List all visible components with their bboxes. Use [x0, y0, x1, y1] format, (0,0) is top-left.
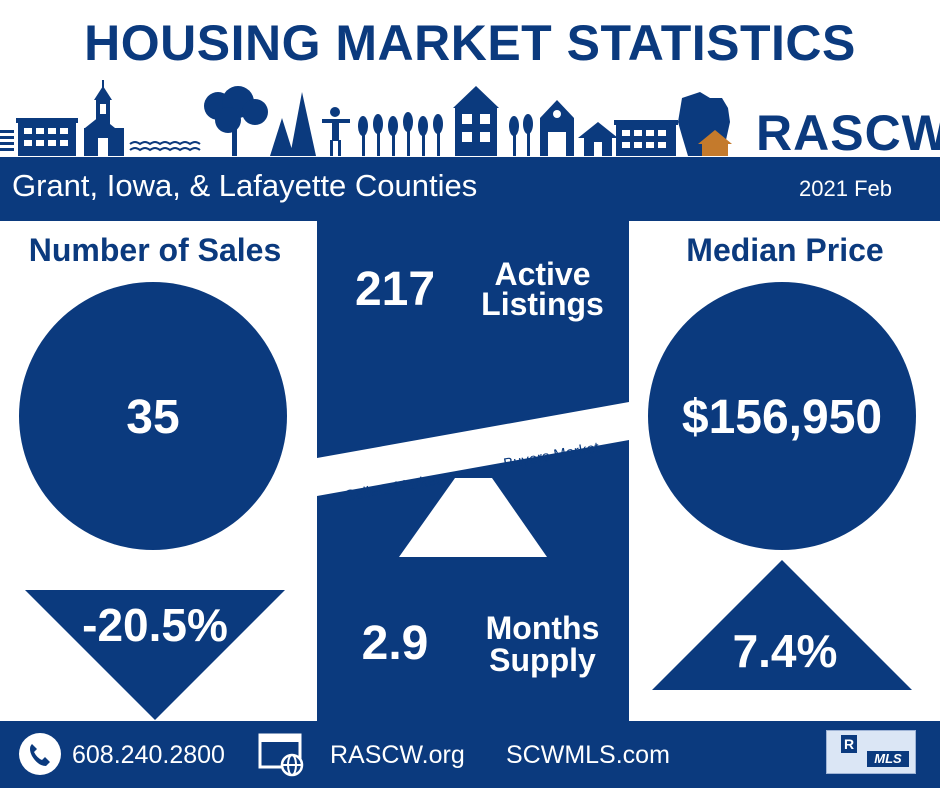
mls-badge-text: MLS — [867, 751, 909, 767]
market-balance-scale: 0-5 Months Sellers Market 7+ Months Buye… — [317, 402, 629, 557]
price-change: 7.4% — [732, 625, 838, 677]
footer-bar — [0, 721, 940, 788]
website-icon — [258, 733, 304, 777]
months-supply-value: 2.9 — [361, 617, 429, 670]
scale-fulcrum — [399, 478, 547, 557]
brand-logo: RASCW — [756, 105, 940, 161]
price-circle — [648, 282, 916, 550]
header-band — [0, 157, 940, 221]
realtor-r-icon: R — [841, 735, 857, 753]
sales-graphics — [19, 282, 287, 720]
period-label: 2021 Feb — [799, 176, 892, 201]
scale-beam — [317, 402, 629, 496]
town-skyline-illustration — [0, 80, 732, 156]
sales-heading: Number of Sales — [28, 232, 282, 268]
active-listings-label-1: Active — [494, 256, 591, 292]
website-rascw-link[interactable]: RASCW.org — [330, 741, 465, 769]
price-graphics — [648, 282, 916, 690]
price-change-up-arrow-icon — [652, 560, 912, 690]
active-listings-value: 217 — [354, 263, 436, 316]
phone-icon — [19, 733, 61, 775]
sales-value: 35 — [126, 391, 180, 444]
active-listings-label-2: Listings — [481, 286, 604, 322]
mls-logo: R MLS — [826, 730, 916, 774]
sales-change-down-arrow-icon — [25, 590, 285, 720]
sales-change: -20.5% — [82, 599, 228, 651]
months-supply-label-1: Months — [485, 610, 600, 646]
months-supply-label-2: Supply — [489, 642, 596, 678]
region-label: Grant, Iowa, & Lafayette Counties — [12, 168, 478, 203]
median-price-value: $156,950 — [681, 391, 883, 444]
sales-circle — [19, 282, 287, 550]
page-title: HOUSING MARKET STATISTICS — [84, 15, 856, 71]
website-scwmls-link[interactable]: SCWMLS.com — [506, 741, 670, 769]
price-heading: Median Price — [686, 232, 884, 268]
phone-number[interactable]: 608.240.2800 — [72, 741, 225, 769]
